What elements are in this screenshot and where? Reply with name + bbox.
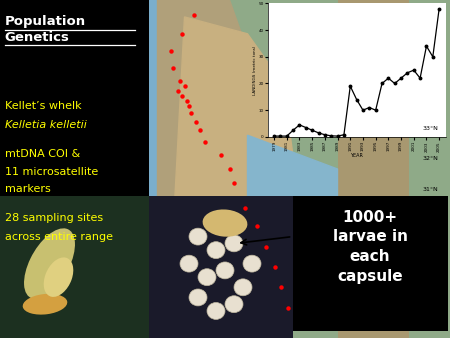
Text: Kellet’s whelk: Kellet’s whelk bbox=[5, 101, 82, 112]
Bar bbox=[148, 0, 230, 338]
Ellipse shape bbox=[207, 242, 225, 259]
Text: 33°N: 33°N bbox=[423, 126, 439, 131]
Ellipse shape bbox=[189, 289, 207, 306]
Text: mtDNA COI &: mtDNA COI & bbox=[5, 149, 81, 159]
Bar bbox=[292, 196, 448, 331]
Text: 11 microsatellite: 11 microsatellite bbox=[5, 167, 99, 177]
Ellipse shape bbox=[225, 296, 243, 313]
Text: markers: markers bbox=[5, 184, 51, 194]
Ellipse shape bbox=[189, 228, 207, 245]
Text: 31°N: 31°N bbox=[423, 187, 439, 192]
Ellipse shape bbox=[207, 303, 225, 319]
Ellipse shape bbox=[198, 269, 216, 286]
Ellipse shape bbox=[22, 294, 68, 315]
Ellipse shape bbox=[216, 262, 234, 279]
Text: 28 sampling sites: 28 sampling sites bbox=[5, 213, 104, 223]
Text: Population
Genetics: Population Genetics bbox=[4, 15, 86, 44]
Bar bbox=[338, 0, 410, 338]
Text: 1000+
larvae in
each
capsule: 1000+ larvae in each capsule bbox=[333, 210, 408, 284]
Ellipse shape bbox=[216, 215, 234, 232]
Text: 27°N: 27°N bbox=[423, 280, 439, 285]
Text: 30°N: 30°N bbox=[423, 216, 439, 220]
Ellipse shape bbox=[180, 255, 198, 272]
Bar bbox=[148, 0, 450, 338]
Ellipse shape bbox=[24, 228, 75, 299]
Polygon shape bbox=[158, 0, 248, 270]
Text: 32°N: 32°N bbox=[423, 156, 439, 161]
Ellipse shape bbox=[243, 255, 261, 272]
Bar bbox=[0, 196, 148, 338]
Polygon shape bbox=[171, 17, 292, 338]
Polygon shape bbox=[248, 135, 338, 304]
Ellipse shape bbox=[234, 279, 252, 296]
Bar bbox=[148, 196, 292, 338]
Bar bbox=[0, 0, 148, 196]
Ellipse shape bbox=[225, 235, 243, 252]
Text: Kelletia kelletii: Kelletia kelletii bbox=[5, 120, 87, 130]
Ellipse shape bbox=[202, 210, 248, 237]
Text: across entire range: across entire range bbox=[5, 232, 113, 242]
Ellipse shape bbox=[44, 258, 73, 297]
